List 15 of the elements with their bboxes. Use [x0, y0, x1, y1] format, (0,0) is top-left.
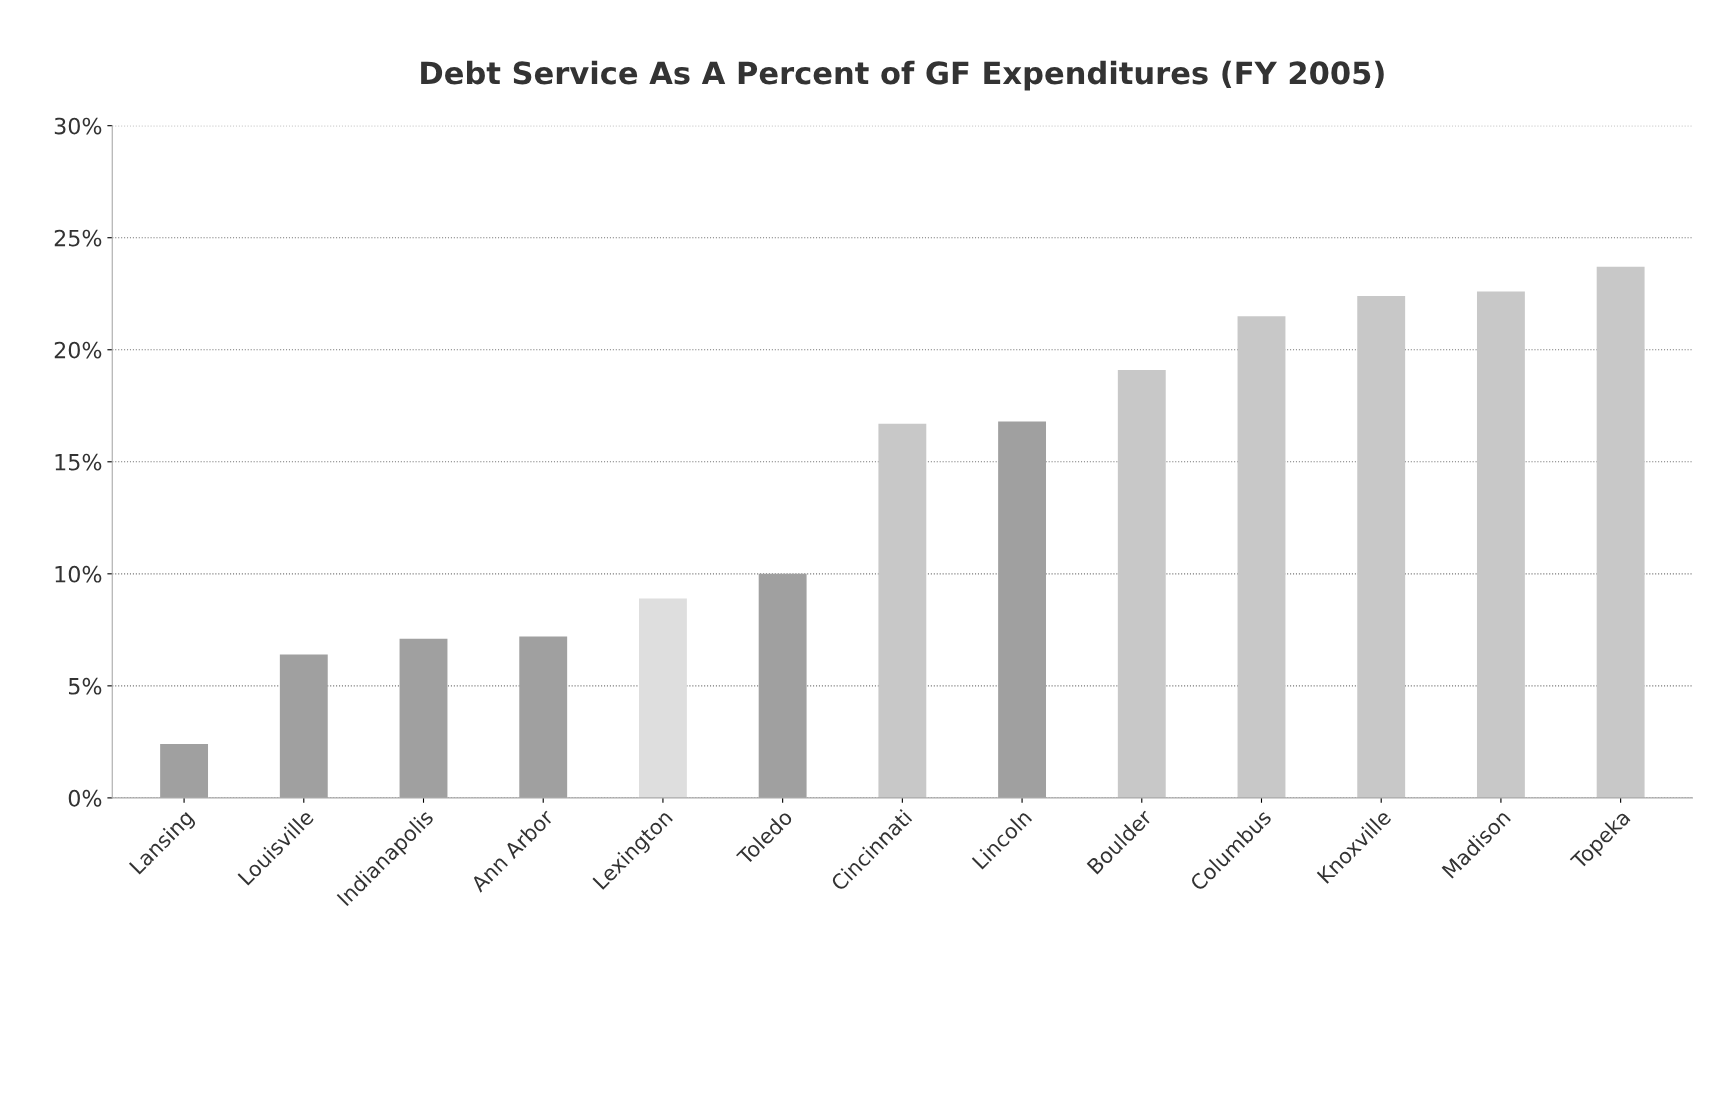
y-tick-label: 20%	[54, 341, 102, 359]
y-tick-label: 30%	[54, 117, 102, 135]
bar	[1476, 291, 1525, 798]
bar	[1357, 295, 1406, 798]
chart-title: Debt Service As A Percent of GF Expenditures (FY 2005)	[421, 60, 1384, 91]
bar	[638, 598, 687, 798]
bar	[1596, 266, 1645, 798]
y-tick-label: 10%	[55, 565, 102, 583]
y-tick-label: 5%	[68, 677, 102, 695]
y-tick-label: 25%	[54, 229, 102, 247]
y-tick-label: 0%	[68, 789, 102, 807]
y-tick-label: 15%	[55, 453, 102, 471]
bar	[1237, 316, 1286, 798]
bar	[878, 423, 927, 798]
bar	[1117, 369, 1166, 798]
